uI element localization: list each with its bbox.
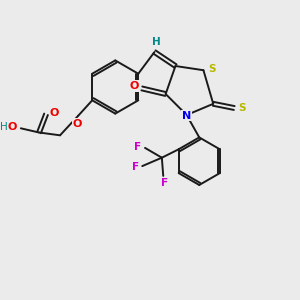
Text: O: O [73, 118, 82, 128]
Text: S: S [238, 103, 246, 113]
Text: O: O [8, 122, 17, 132]
Text: F: F [134, 142, 142, 152]
Text: F: F [132, 162, 139, 172]
Text: O: O [50, 108, 59, 118]
Text: F: F [161, 178, 168, 188]
Text: O: O [129, 81, 139, 91]
Text: H: H [0, 122, 8, 132]
Text: S: S [208, 64, 216, 74]
Text: N: N [182, 111, 191, 121]
Text: H: H [152, 37, 161, 47]
